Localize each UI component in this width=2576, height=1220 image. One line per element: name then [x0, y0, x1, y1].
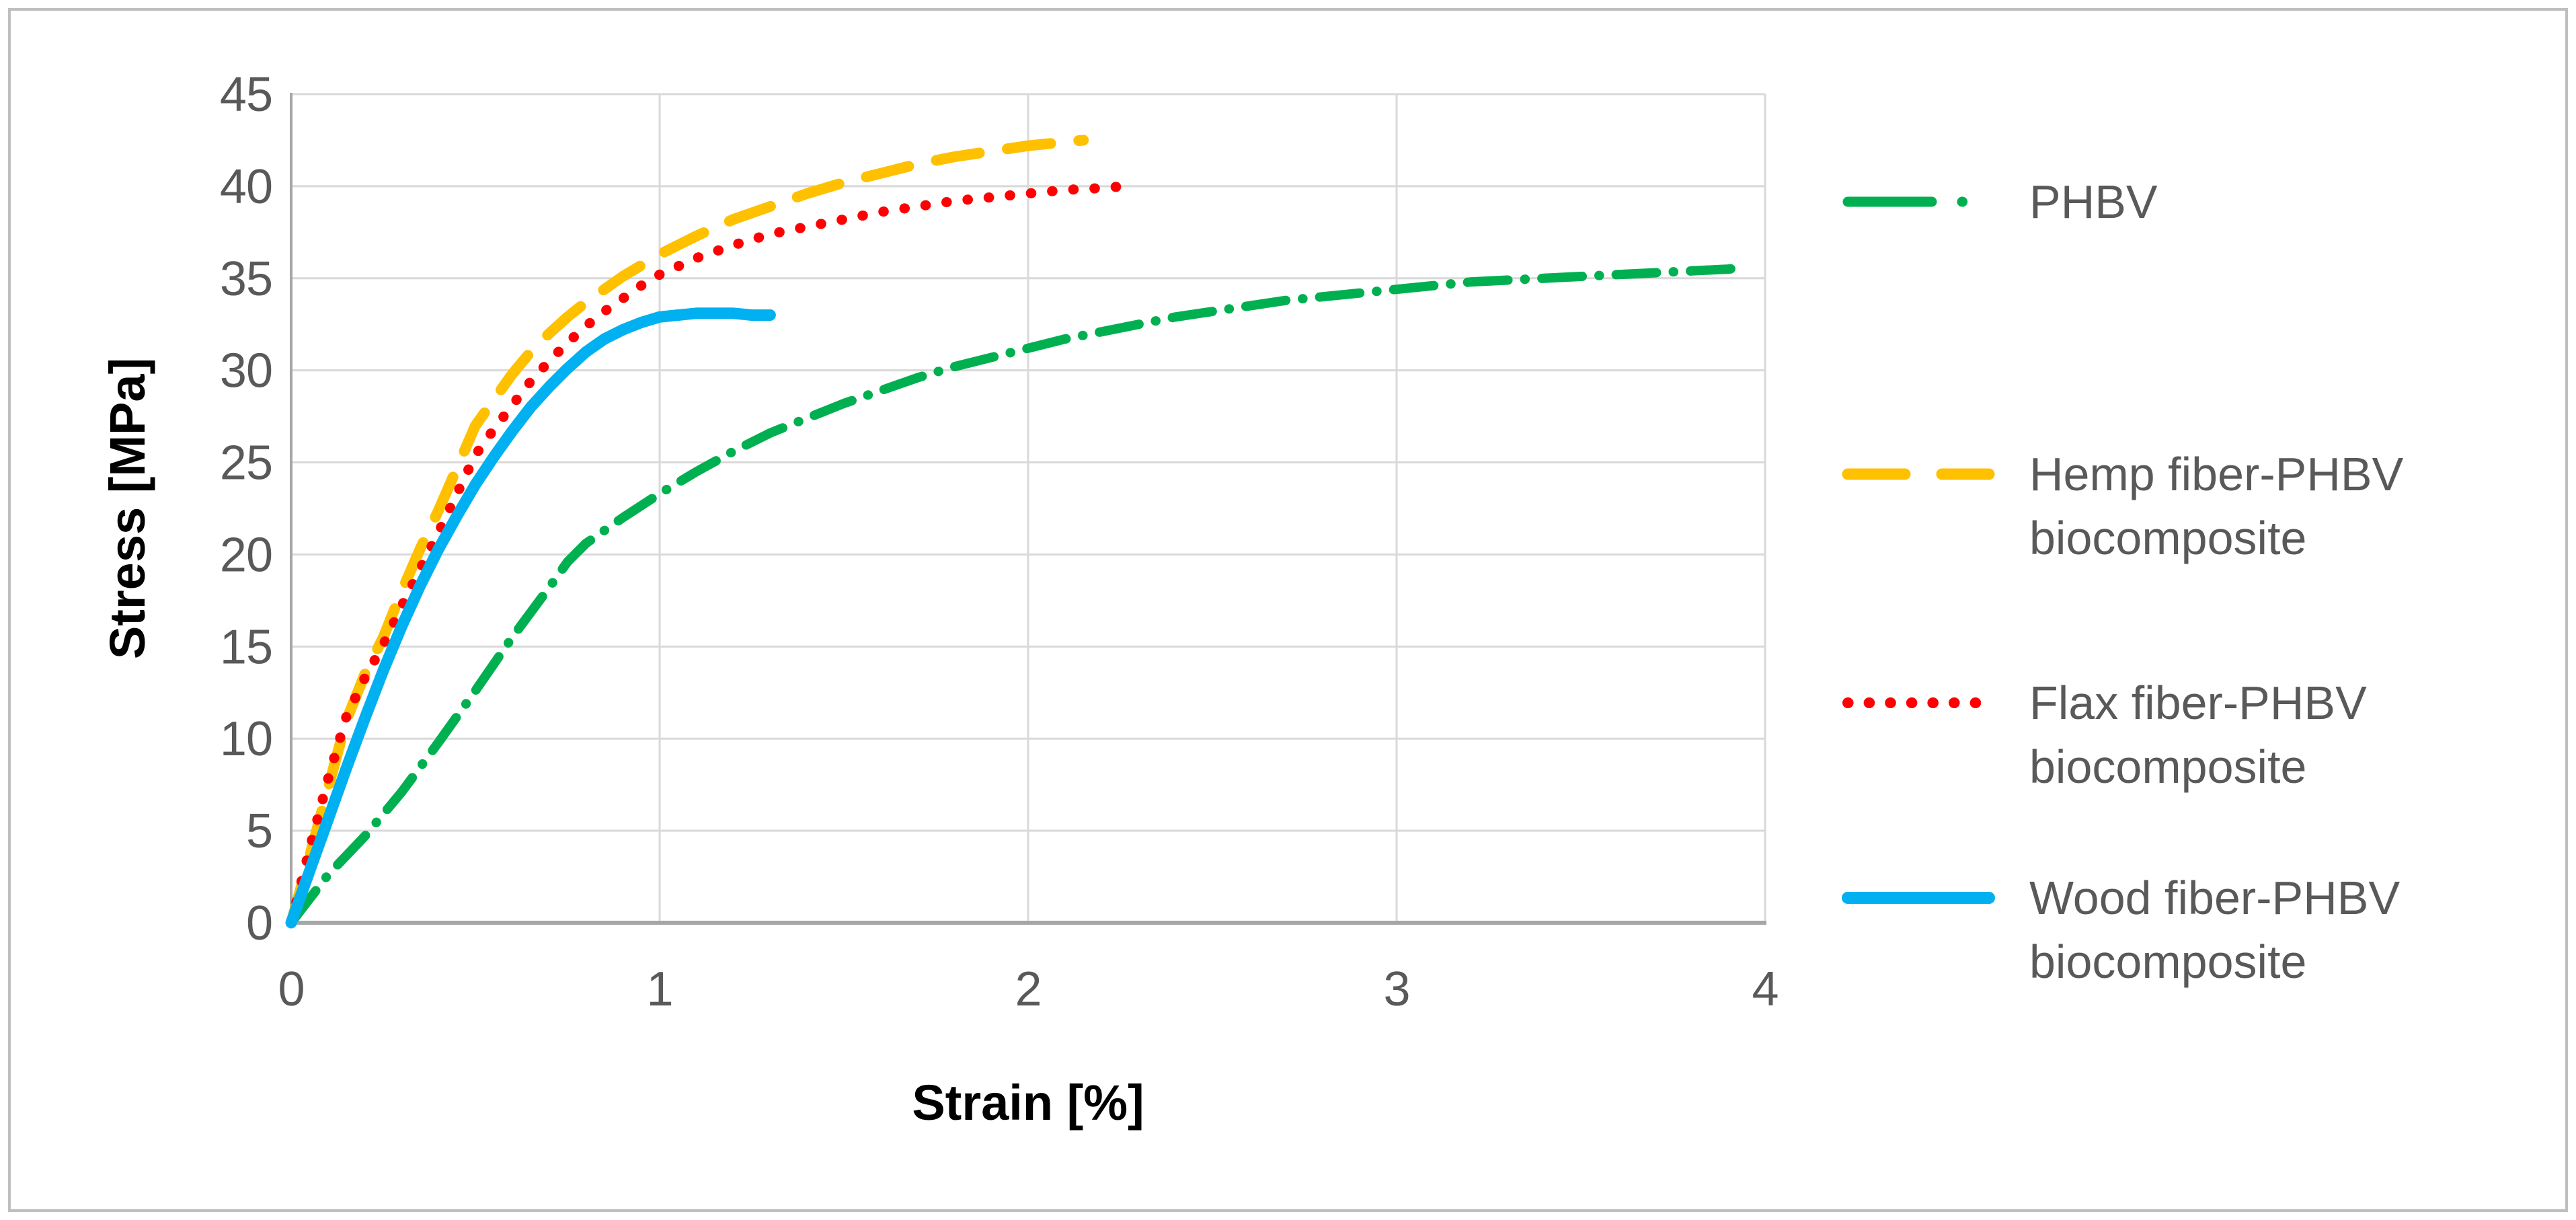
y-tick-label: 30: [220, 344, 272, 398]
x-tick-label: 4: [1752, 962, 1778, 1016]
axes: [290, 93, 1766, 925]
tick-labels: 0 5 10 15 20 25 30 35 40 45 0 1 2 3 4: [220, 68, 1779, 1016]
y-tick-label: 40: [220, 160, 272, 214]
legend-label: biocomposite: [2029, 740, 2306, 793]
legend-label: Wood fiber-PHBV: [2029, 872, 2400, 924]
y-tick-label: 25: [220, 436, 272, 490]
y-tick-label: 5: [246, 804, 272, 858]
y-tick-label: 10: [220, 712, 272, 766]
x-tick-label: 3: [1383, 962, 1409, 1016]
series-hemp-line: [286, 135, 1089, 928]
y-tick-label: 45: [220, 68, 272, 122]
series-phbv-line: [286, 262, 1752, 927]
y-tick-label: 35: [220, 252, 272, 306]
legend-label: biocomposite: [2029, 936, 2306, 988]
x-tick-label: 0: [278, 962, 304, 1016]
series-wood-line: [285, 307, 776, 929]
y-axis-title: Stress [MPa]: [100, 358, 155, 659]
legend-entry-flax: Flax fiber-PHBV biocomposite: [1842, 677, 2367, 793]
gridlines: [291, 93, 1766, 923]
x-axis-title: Strain [%]: [912, 1075, 1144, 1131]
legend-label: PHBV: [2029, 176, 2158, 228]
y-tick-label: 20: [220, 528, 272, 582]
x-tick-label: 2: [1015, 962, 1041, 1016]
series-flax-line: [286, 181, 1129, 928]
legend-label: biocomposite: [2029, 512, 2306, 564]
x-tick-label: 1: [646, 962, 672, 1016]
legend-entry-wood: Wood fiber-PHBV biocomposite: [1842, 872, 2400, 988]
legend-label: Flax fiber-PHBV: [2029, 677, 2367, 729]
legend-entry-hemp: Hemp fiber-PHBV biocomposite: [1842, 448, 2404, 564]
legend-entry-phbv: PHBV: [1842, 176, 2158, 228]
y-tick-label: 15: [220, 620, 272, 674]
legend-label: Hemp fiber-PHBV: [2029, 448, 2404, 500]
series-lines: [285, 135, 1752, 929]
y-tick-label: 0: [246, 897, 272, 950]
figure-border: [8, 8, 2568, 1212]
